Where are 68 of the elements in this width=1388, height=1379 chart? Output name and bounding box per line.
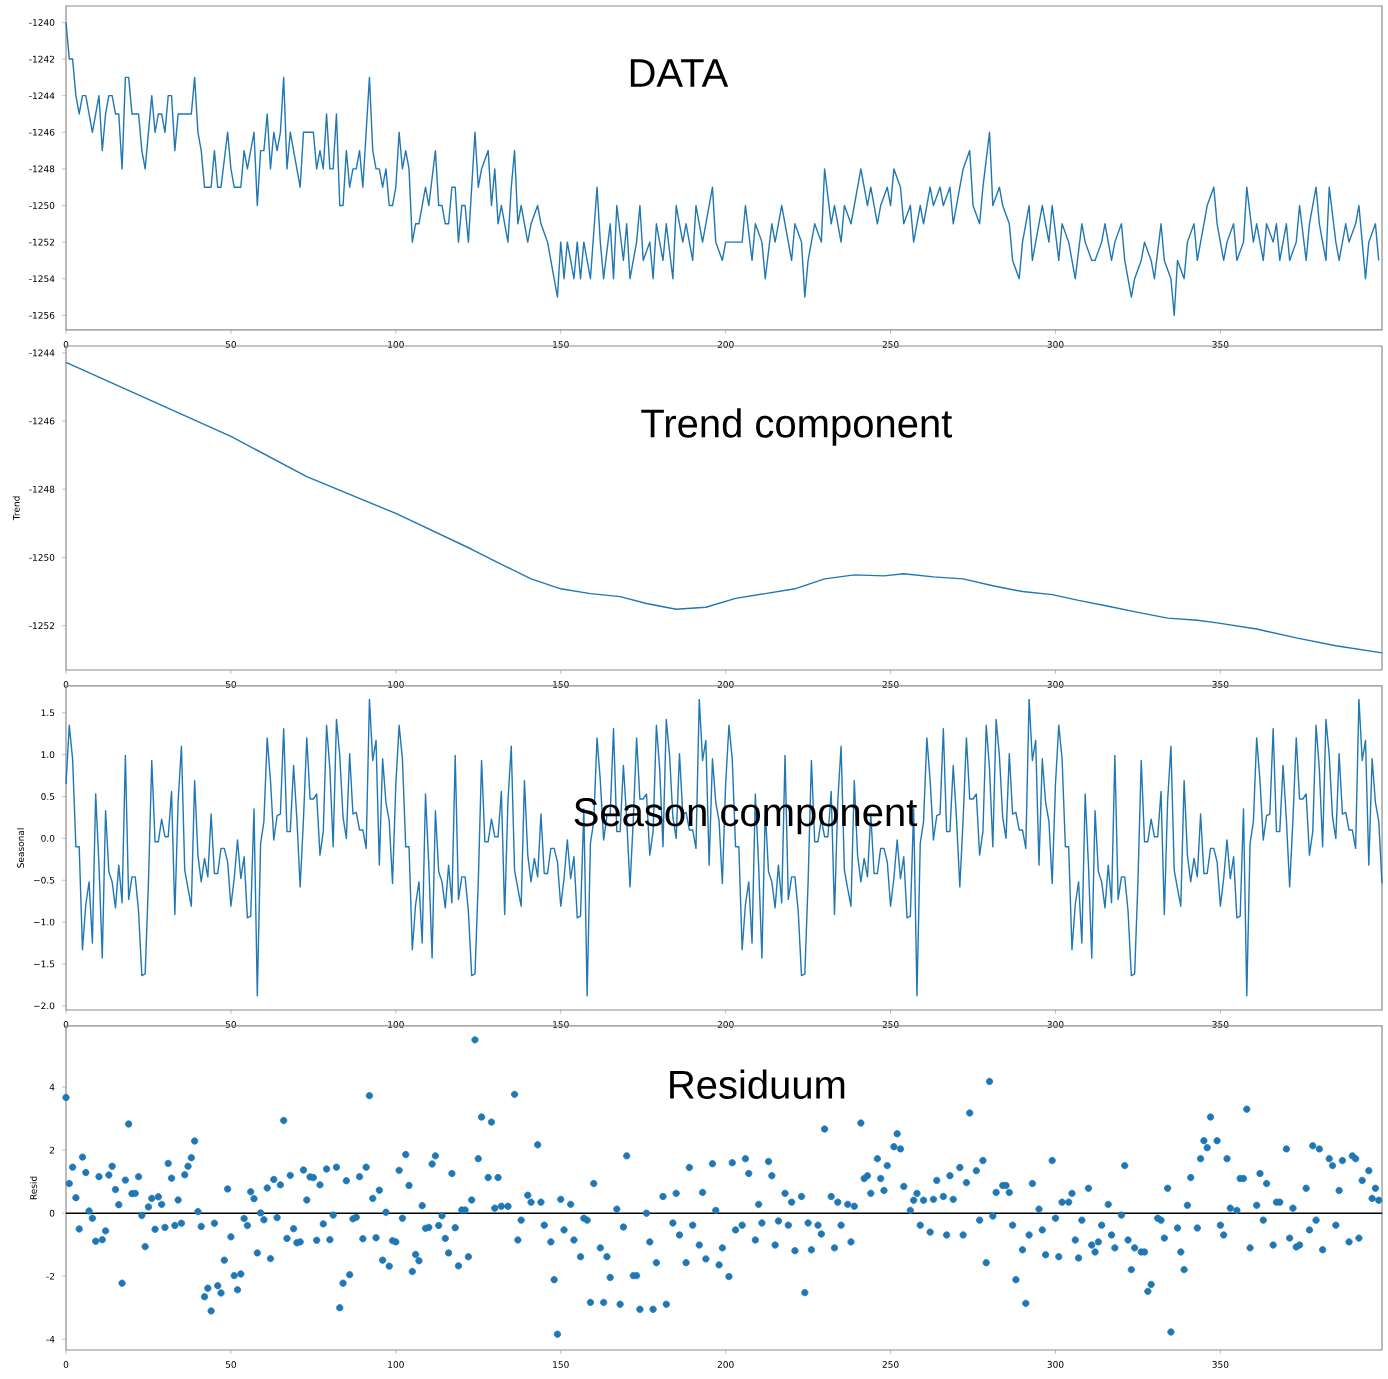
y-tick-label: -1246	[29, 128, 55, 136]
y-axis-title: Resid	[29, 1176, 37, 1200]
x-tick-label: 150	[553, 681, 569, 688]
x-tick-label: 50	[225, 1361, 237, 1368]
y-tick-label: -1252	[29, 238, 55, 246]
y-tick-label: −1.5	[34, 960, 55, 968]
x-tick-label: 50	[225, 1021, 237, 1028]
x-tick-label: 50	[225, 341, 237, 348]
x-tick-label: 100	[388, 1021, 404, 1028]
y-axis-title: Trend	[12, 496, 20, 521]
x-tick-label: 300	[1047, 681, 1064, 688]
x-tick-label: 100	[388, 1361, 404, 1368]
x-tick-label: 100	[388, 681, 404, 688]
text: Residuum	[670, 1069, 845, 1099]
x-tick-label: 50	[225, 681, 237, 688]
x-tick-label: 250	[882, 341, 899, 348]
y-tick-label: −1.0	[34, 918, 55, 926]
x-tick-label: 0	[63, 1021, 69, 1028]
text: DATA	[630, 59, 729, 87]
x-tick-label: 200	[717, 681, 734, 688]
y-tick-label: -1248	[29, 485, 55, 493]
x-tick-label: 200	[717, 1021, 734, 1028]
x-tick-label: 250	[882, 681, 899, 688]
text: Trend component	[641, 408, 953, 446]
y-tick-label: -1254	[29, 275, 55, 283]
y-tick-label: 4	[49, 1083, 55, 1091]
x-tick-label: 150	[553, 1361, 569, 1368]
x-tick-label: 300	[1047, 341, 1064, 348]
x-tick-label: 0	[63, 1361, 69, 1368]
y-tick-label: -1248	[29, 165, 55, 173]
y-tick-label: -1244	[29, 92, 55, 100]
y-tick-label: 0	[49, 1209, 55, 1217]
y-tick-label: -1242	[29, 55, 55, 63]
y-tick-label: −0.5	[34, 876, 55, 884]
line-series	[65, 698, 1383, 997]
x-tick-label: 350	[1212, 341, 1229, 348]
y-tick-label: -1256	[29, 311, 55, 319]
y-tick-label: 0.5	[41, 793, 55, 800]
x-tick-label: 350	[1212, 1021, 1229, 1028]
x-tick-label: 0	[63, 341, 69, 348]
x-tick-label: 200	[717, 341, 734, 348]
y-tick-label: 1.0	[41, 751, 55, 759]
x-tick-label: 150	[553, 1021, 569, 1028]
y-tick-label: 1.5	[41, 709, 55, 717]
line-series	[65, 21, 1380, 317]
x-tick-label: 0	[63, 681, 69, 688]
y-axis-title: Seasonal	[17, 828, 25, 868]
x-tick-label: 300	[1047, 1021, 1064, 1028]
y-tick-label: 0.0	[41, 834, 55, 842]
y-tick-label: -2	[46, 1272, 55, 1280]
x-tick-label: 350	[1212, 1361, 1229, 1368]
line-series	[65, 361, 1383, 654]
y-tick-label: -1250	[29, 202, 55, 209]
x-tick-label: 350	[1212, 681, 1229, 688]
y-tick-label: −2.0	[34, 1002, 55, 1010]
y-tick-label: -1250	[29, 554, 55, 561]
x-tick-label: 300	[1047, 1361, 1064, 1368]
x-tick-label: 100	[388, 341, 404, 348]
x-tick-label: 250	[882, 1361, 899, 1368]
y-tick-label: 2	[49, 1146, 55, 1154]
y-tick-label: -4	[46, 1335, 55, 1343]
x-tick-label: 250	[882, 1021, 899, 1028]
y-tick-label: -1246	[29, 417, 55, 425]
y-tick-label: -1252	[29, 622, 55, 630]
x-tick-label: 150	[553, 341, 569, 348]
y-tick-label: -1240	[29, 19, 55, 26]
x-tick-label: 200	[717, 1361, 734, 1368]
y-tick-label: -1244	[29, 349, 55, 357]
